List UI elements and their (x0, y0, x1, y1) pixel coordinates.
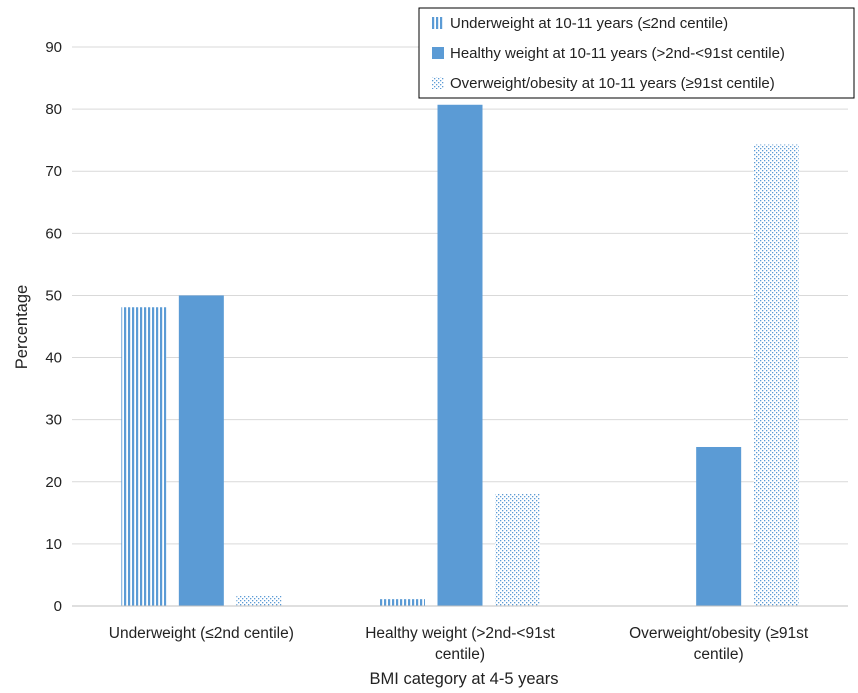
bar (236, 595, 282, 606)
x-tick-label: centile) (694, 646, 744, 663)
bar (753, 144, 799, 606)
y-tick-label: 50 (45, 287, 62, 304)
legend-swatch (432, 17, 444, 29)
bar (121, 307, 167, 606)
bar (380, 599, 425, 606)
bar (437, 104, 483, 606)
y-tick-label: 80 (45, 101, 62, 118)
y-tick-label: 40 (45, 350, 62, 367)
y-tick-label: 20 (45, 474, 62, 491)
legend-label: Underweight at 10-11 years (≤2nd centile… (450, 15, 728, 32)
x-tick-label: Healthy weight (>2nd-<91st (365, 625, 555, 642)
y-axis-title: Percentage (13, 285, 31, 369)
x-tick-label: centile) (435, 646, 485, 663)
legend-label: Overweight/obesity at 10-11 years (≥91st… (450, 75, 775, 92)
y-tick-label: 30 (45, 412, 62, 429)
legend-swatch (432, 47, 444, 59)
legend-label: Healthy weight at 10-11 years (>2nd-<91s… (450, 45, 785, 62)
y-tick-label: 0 (54, 598, 62, 615)
x-axis-title: BMI category at 4-5 years (370, 670, 559, 688)
legend: Underweight at 10-11 years (≤2nd centile… (418, 7, 855, 99)
y-tick-label: 10 (45, 536, 62, 553)
y-tick-label: 70 (45, 163, 62, 180)
axes: 0 10 20 30 40 50 60 70 80 90 Underweight (≤2nd cen… (45, 39, 848, 663)
bar (495, 493, 540, 606)
x-tick-label: Underweight (≤2nd centile) (109, 625, 294, 642)
bar (178, 295, 224, 606)
legend-box (418, 7, 855, 99)
bars (121, 104, 799, 606)
bar (696, 446, 742, 606)
legend-swatch (432, 77, 444, 89)
x-tick-label: Overweight/obesity (≥91st (629, 625, 809, 642)
y-tick-label: 90 (45, 39, 62, 56)
y-tick-label: 60 (45, 225, 62, 242)
